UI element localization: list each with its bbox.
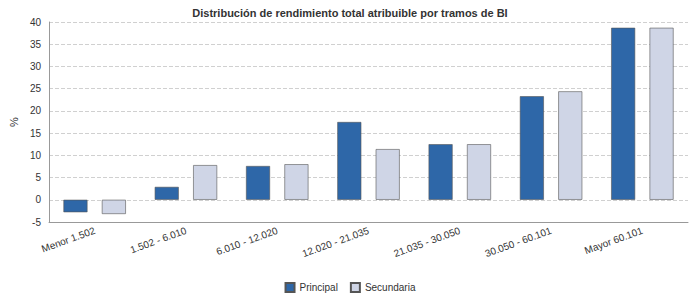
svg-text:Menor 1.502: Menor 1.502 (40, 225, 97, 255)
svg-text:12.020 - 21.035: 12.020 - 21.035 (301, 225, 371, 259)
svg-text:20: 20 (30, 105, 42, 116)
svg-text:6.010 - 12.020: 6.010 - 12.020 (215, 225, 280, 258)
svg-text:15: 15 (30, 128, 42, 139)
svg-text:25: 25 (30, 83, 42, 94)
svg-text:40: 40 (30, 17, 42, 28)
svg-text:Mayor 60.101: Mayor 60.101 (583, 225, 645, 256)
svg-text:21.035 - 30.050: 21.035 - 30.050 (392, 225, 462, 259)
svg-text:35: 35 (30, 39, 42, 50)
svg-text:%: % (8, 117, 20, 127)
svg-text:Secundaria: Secundaria (365, 282, 416, 293)
svg-text:Principal: Principal (300, 282, 338, 293)
svg-text:Distribución de rendimiento to: Distribución de rendimiento total atribu… (192, 7, 507, 19)
svg-text:-5: -5 (32, 217, 41, 228)
svg-text:1.502 - 6.010: 1.502 - 6.010 (129, 225, 189, 256)
svg-text:30.050 - 60.101: 30.050 - 60.101 (483, 225, 553, 259)
svg-text:0: 0 (35, 194, 41, 205)
svg-text:10: 10 (30, 150, 42, 161)
svg-text:30: 30 (30, 61, 42, 72)
svg-text:5: 5 (35, 172, 41, 183)
